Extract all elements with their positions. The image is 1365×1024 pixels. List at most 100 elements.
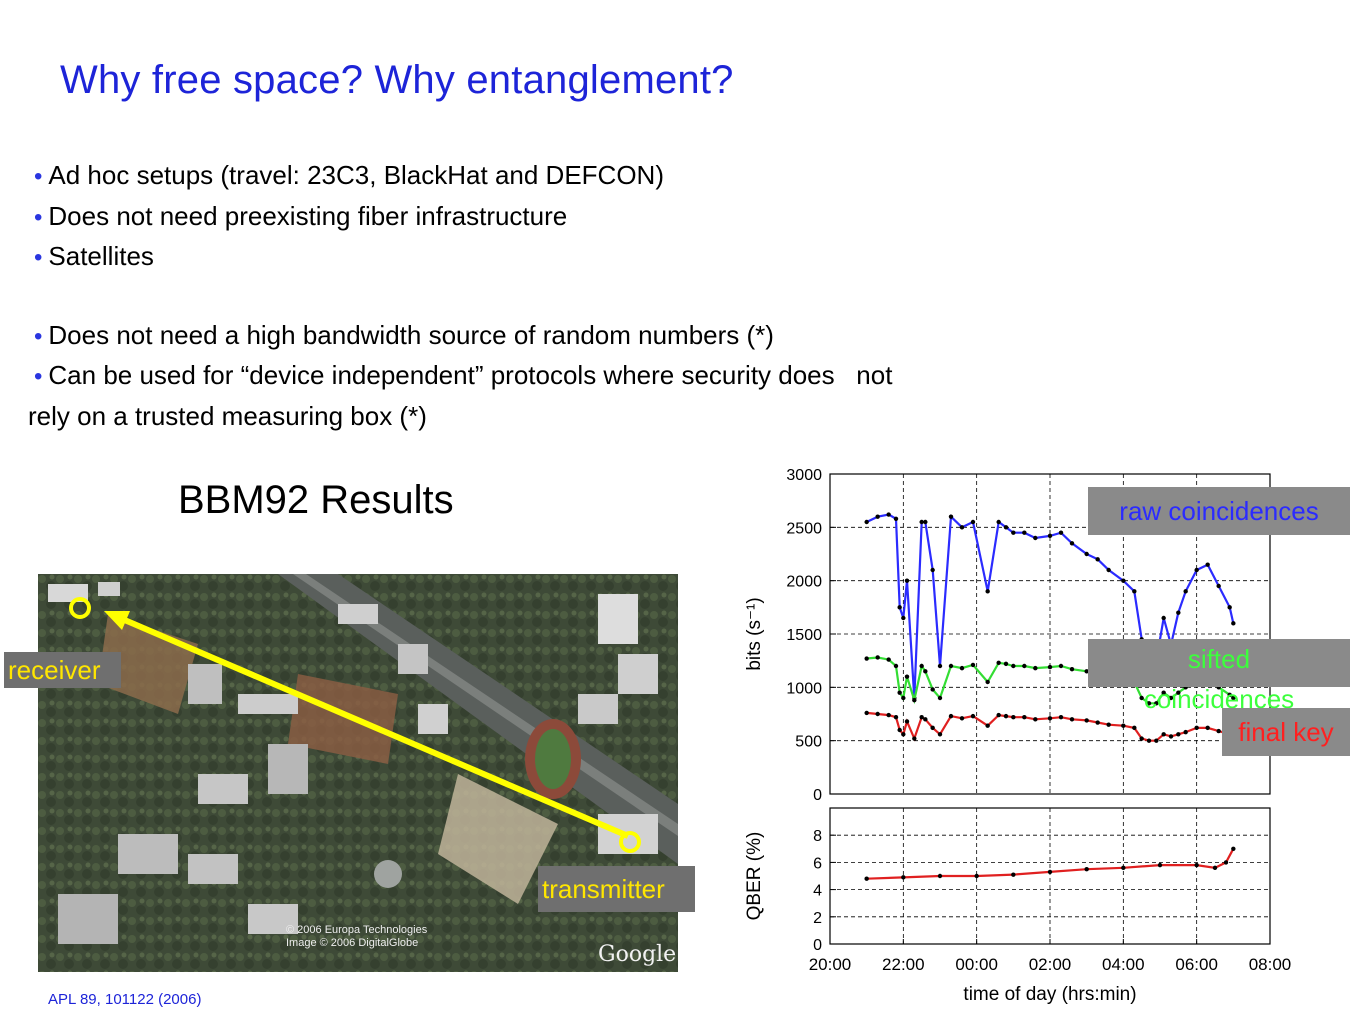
- data-point: [923, 669, 928, 674]
- x-tick-label: 20:00: [809, 955, 852, 974]
- data-point: [923, 519, 928, 525]
- data-point: [985, 589, 990, 594]
- data-point: [864, 656, 869, 661]
- data-point: [1132, 725, 1137, 731]
- data-point: [970, 662, 976, 668]
- y-tick-label: 2: [813, 910, 822, 927]
- data-point: [1168, 734, 1174, 739]
- data-point: [974, 873, 979, 879]
- data-point: [875, 655, 880, 660]
- y-tick-label: 2500: [786, 520, 822, 537]
- x-tick-label: 04:00: [1102, 955, 1145, 974]
- data-point: [1121, 578, 1126, 583]
- data-point: [886, 712, 891, 718]
- data-point: [1011, 663, 1016, 669]
- data-point: [901, 615, 906, 621]
- y-tick-label: 500: [795, 734, 822, 751]
- data-point: [1146, 738, 1152, 743]
- data-point: [959, 716, 965, 721]
- data-point: [1176, 690, 1181, 695]
- bullet-item: • Satellites: [32, 237, 1112, 278]
- data-point: [923, 717, 928, 722]
- data-point: [948, 663, 954, 669]
- bullet-item: • Does not need a high bandwidth source o…: [32, 316, 1112, 357]
- data-point: [985, 679, 990, 685]
- data-point: [1047, 664, 1053, 670]
- data-point: [1058, 663, 1064, 669]
- data-point: [893, 516, 899, 521]
- section-title: BBM92 Results: [178, 478, 454, 522]
- x-tick-label: 08:00: [1249, 955, 1292, 974]
- data-point: [937, 695, 943, 701]
- legend-sifted-coincidences: sifted coincidences: [1088, 639, 1350, 714]
- data-point: [886, 512, 891, 517]
- data-point: [1216, 728, 1221, 734]
- bullet-text: Ad hoc setups (travel: 23C3, BlackHat an…: [48, 160, 664, 190]
- data-point: [904, 674, 910, 679]
- data-point: [1194, 725, 1199, 731]
- bullet-dot-icon: •: [34, 244, 43, 271]
- map-copyright: © 2006 Europa Technologies Image © 2006 …: [286, 924, 427, 950]
- y-tick-label: 6: [813, 855, 822, 872]
- copyright-line: Image © 2006 DigitalGlobe: [286, 937, 419, 949]
- data-point: [1231, 695, 1236, 701]
- bullet-text: Does not need preexisting fiber infrastr…: [48, 200, 568, 231]
- data-point: [897, 605, 902, 610]
- data-point: [959, 665, 965, 671]
- data-point: [1183, 729, 1188, 735]
- data-point: [1047, 533, 1053, 539]
- data-point: [897, 690, 902, 695]
- bullet-dot-icon: •: [34, 163, 43, 190]
- data-point: [904, 719, 910, 724]
- data-point: [985, 723, 990, 728]
- bullet-item: • Ad hoc setups (travel: 23C3, BlackHat a…: [32, 156, 1112, 197]
- data-point: [937, 663, 943, 669]
- data-point: [893, 663, 899, 669]
- data-point: [1047, 869, 1053, 875]
- bullet-text: Can be used for “device independent” pro…: [48, 360, 893, 390]
- data-point: [937, 873, 943, 879]
- y-tick-label: 3000: [786, 467, 822, 484]
- data-point: [1121, 865, 1126, 871]
- data-point: [1095, 720, 1100, 725]
- data-point: [996, 519, 1001, 525]
- y-tick-label: 1000: [786, 680, 822, 697]
- data-point: [1205, 562, 1210, 567]
- data-point: [1168, 695, 1174, 701]
- y-axis-label: QBER (%): [744, 832, 765, 921]
- data-point: [1212, 865, 1218, 871]
- data-point: [1132, 589, 1137, 594]
- data-point: [930, 567, 935, 573]
- data-point: [1003, 525, 1009, 530]
- legend-final-key: final key: [1222, 708, 1350, 756]
- data-point: [1022, 530, 1027, 535]
- data-point: [1058, 715, 1064, 720]
- data-point: [1011, 530, 1016, 535]
- data-point: [1047, 716, 1053, 721]
- y-tick-label: 1500: [786, 627, 822, 644]
- data-point: [1084, 669, 1089, 674]
- receiver-label: receiver: [4, 652, 121, 688]
- data-point: [919, 715, 924, 720]
- data-point: [1022, 663, 1027, 669]
- data-point: [1003, 713, 1009, 719]
- data-point: [1161, 615, 1166, 621]
- bullet-dot-icon: •: [34, 363, 43, 390]
- data-point: [1176, 610, 1181, 615]
- data-point: [970, 519, 976, 525]
- data-point: [930, 687, 935, 692]
- y-tick-label: 4: [813, 883, 822, 900]
- data-point: [1231, 621, 1236, 626]
- data-point: [1146, 701, 1152, 706]
- legend-raw-coincidences: raw coincidences: [1088, 487, 1350, 535]
- data-point: [864, 876, 869, 881]
- data-point: [937, 732, 943, 737]
- data-point: [1095, 557, 1100, 562]
- data-point: [996, 660, 1001, 665]
- bullet-item: • Can be used for “device independent” pr…: [32, 356, 1112, 397]
- data-point: [1161, 732, 1166, 737]
- data-point: [1069, 667, 1075, 672]
- data-point: [919, 519, 924, 525]
- data-point: [1194, 862, 1199, 868]
- y-tick-label: 8: [813, 828, 822, 845]
